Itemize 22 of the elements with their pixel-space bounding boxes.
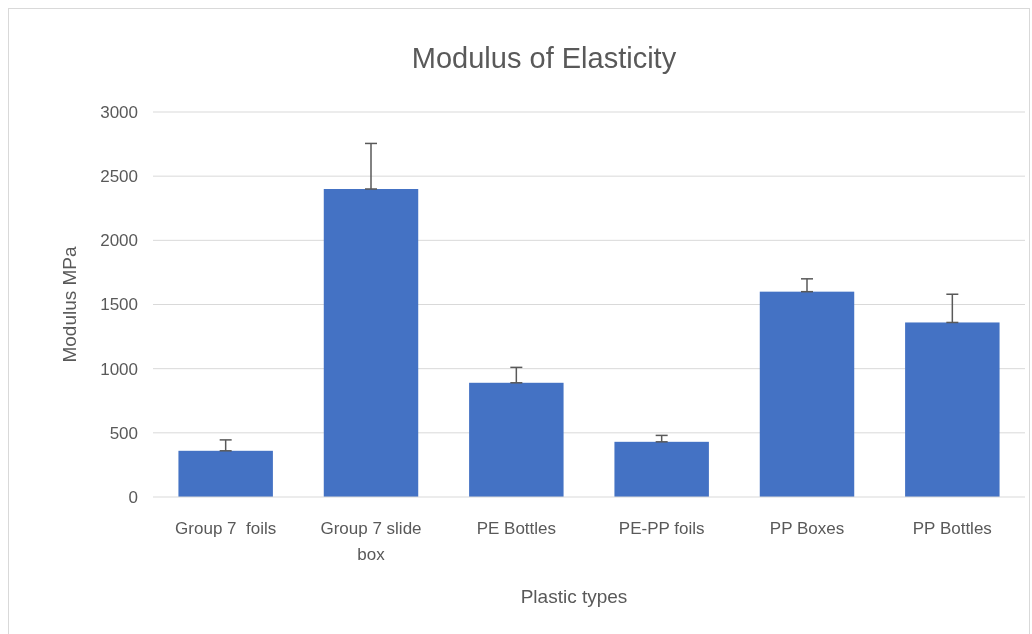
x-tick-label: PE-PP foils bbox=[618, 519, 705, 538]
bar bbox=[469, 382, 564, 497]
x-tick-label: PE Bottles bbox=[476, 519, 557, 538]
y-tick-label: 500 bbox=[109, 423, 138, 443]
y-tick-label: 2000 bbox=[100, 231, 138, 251]
y-tick-label: 1500 bbox=[100, 295, 138, 315]
x-tick-label: PP Bottles bbox=[912, 519, 992, 538]
y-tick-label: 0 bbox=[128, 487, 138, 507]
x-tick-label: Group 7 slide box bbox=[320, 519, 422, 564]
y-tick-label: 3000 bbox=[100, 102, 138, 122]
x-tick-label: PP Boxes bbox=[769, 519, 845, 538]
bar bbox=[178, 450, 273, 497]
x-tick-label: Group 7 foils bbox=[175, 519, 277, 538]
y-tick-label: 1000 bbox=[100, 359, 138, 379]
y-axis-title: Modulus MPa bbox=[59, 245, 80, 363]
y-tick-label: 2500 bbox=[100, 167, 138, 187]
chart-title: Modulus of Elasticity bbox=[411, 42, 677, 74]
bar bbox=[323, 189, 419, 497]
bar bbox=[905, 322, 1000, 497]
bar bbox=[614, 441, 709, 497]
x-axis-title: Plastic types bbox=[520, 586, 628, 607]
bar bbox=[759, 291, 855, 497]
